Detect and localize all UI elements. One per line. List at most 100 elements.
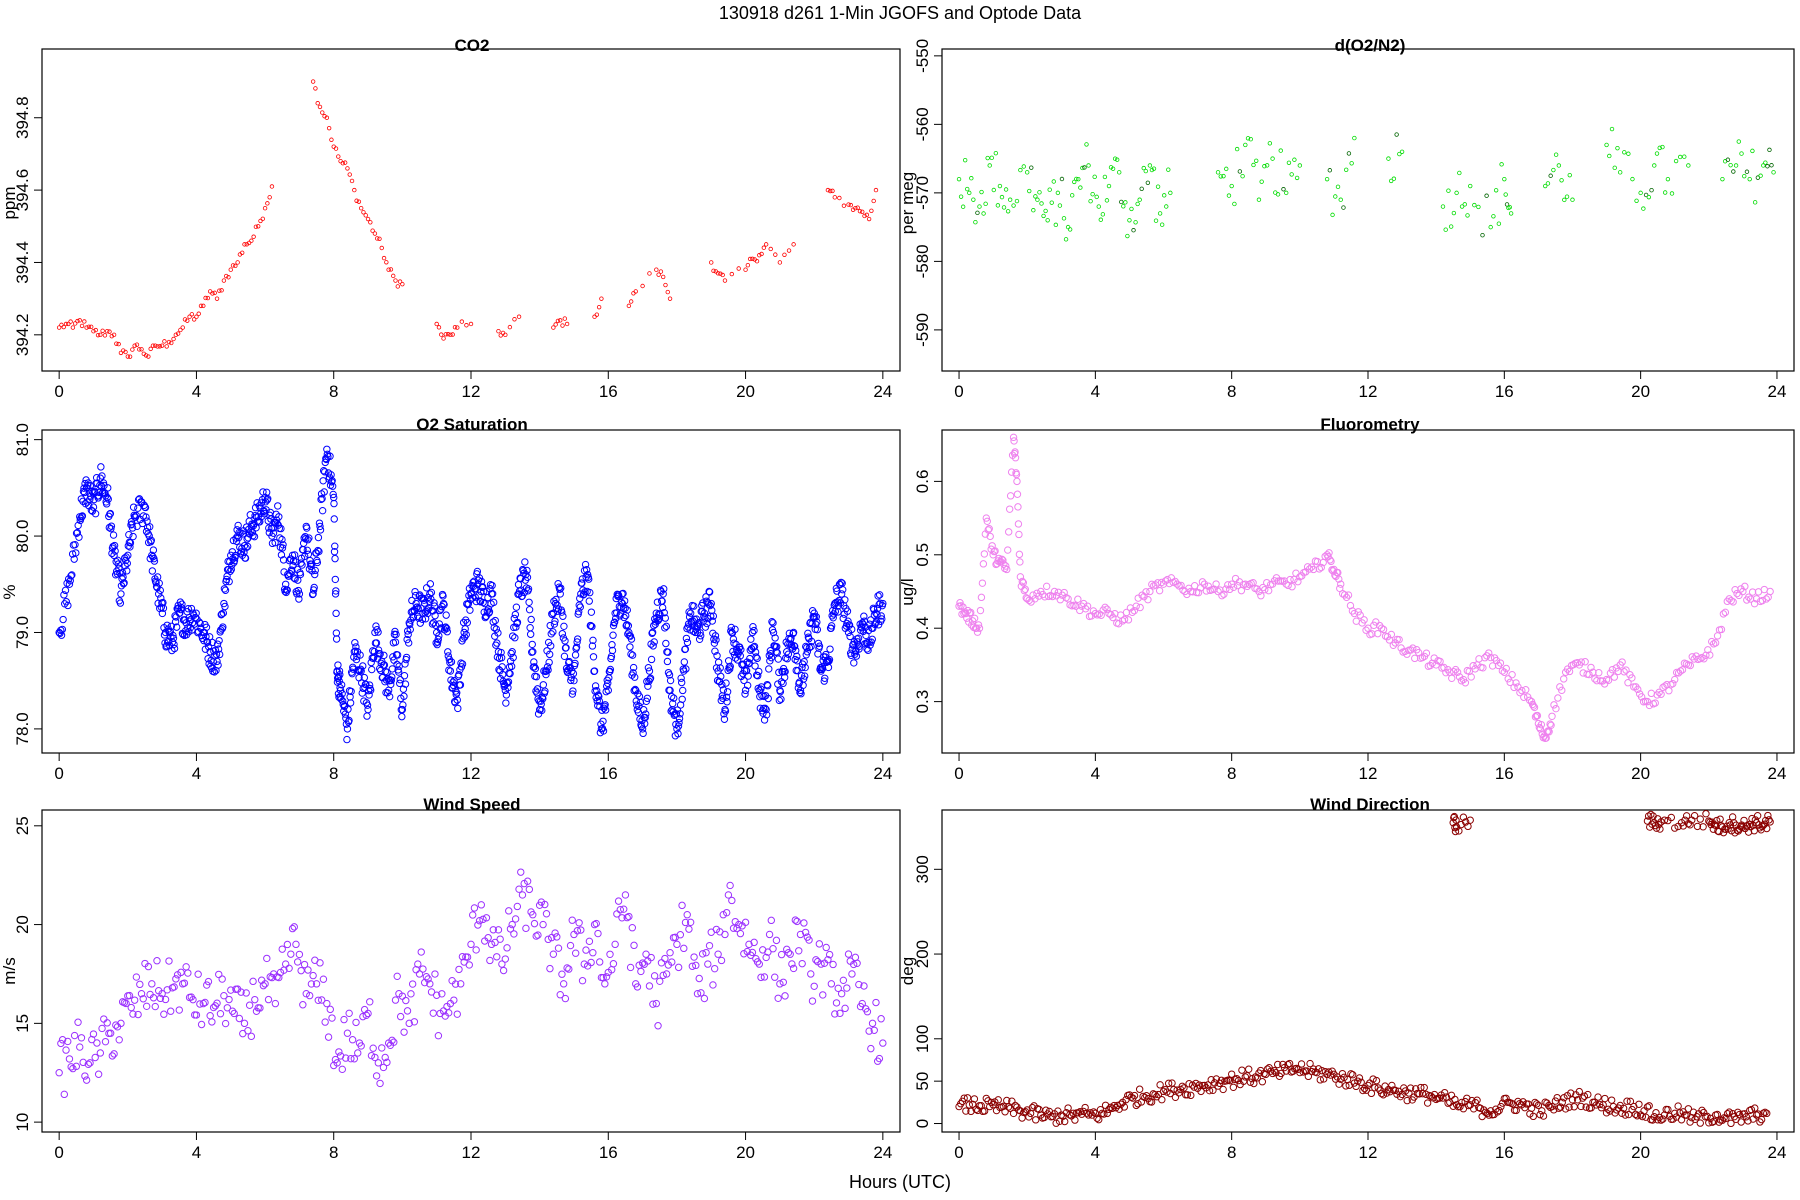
data-point <box>1459 204 1465 209</box>
data-point <box>371 1053 379 1062</box>
data-point <box>165 957 173 965</box>
data-point <box>153 343 158 348</box>
data-point <box>191 317 197 322</box>
data-point <box>1587 663 1595 672</box>
data-point <box>1752 200 1758 205</box>
data-point <box>497 648 505 657</box>
data-point <box>561 637 569 645</box>
data-point <box>1403 1096 1411 1105</box>
data-point <box>1200 580 1209 588</box>
data-point <box>667 296 673 301</box>
data-point <box>781 667 789 676</box>
data-point <box>227 986 235 994</box>
data-point <box>390 1038 398 1046</box>
data-point <box>726 665 734 673</box>
data-point <box>1671 675 1679 684</box>
data-point <box>1449 668 1458 676</box>
data-point <box>1440 204 1446 209</box>
data-point <box>776 980 784 988</box>
data-point <box>1294 577 1302 586</box>
data-point <box>1123 200 1128 205</box>
data-point <box>230 263 236 268</box>
data-point <box>1607 1096 1616 1104</box>
data-point <box>265 201 270 206</box>
data-point <box>176 598 185 606</box>
data-point <box>335 667 344 675</box>
data-point <box>1581 658 1589 666</box>
data-point <box>854 634 863 642</box>
data-point <box>977 593 986 602</box>
data-point <box>1143 168 1148 174</box>
data-point <box>1479 664 1487 672</box>
data-point <box>1069 1109 1077 1118</box>
data-point <box>130 347 135 352</box>
data-point <box>1080 165 1085 171</box>
data-point <box>331 575 340 584</box>
data-point <box>719 686 728 694</box>
data-point <box>1164 1079 1173 1088</box>
data-point <box>1536 725 1545 733</box>
data-point <box>101 1037 110 1046</box>
data-point <box>402 653 411 662</box>
data-point <box>1057 203 1063 208</box>
data-point <box>264 995 273 1004</box>
data-point <box>798 959 806 968</box>
data-point <box>105 329 110 334</box>
data-point <box>1741 582 1749 591</box>
data-point <box>1041 213 1046 219</box>
data-point <box>1686 821 1694 829</box>
data-point <box>72 321 78 326</box>
data-point <box>126 543 134 551</box>
data-point <box>1760 585 1769 594</box>
data-point <box>678 901 686 910</box>
y-tick-label: -570 <box>913 176 932 210</box>
data-point <box>132 511 140 520</box>
data-point <box>157 344 163 349</box>
data-point <box>431 970 439 978</box>
data-point <box>94 1070 103 1078</box>
data-point <box>1764 593 1772 601</box>
panel-ylabel: m/s <box>0 957 19 984</box>
data-point <box>836 1009 844 1018</box>
data-point <box>1074 1109 1083 1117</box>
data-point <box>491 938 499 947</box>
data-point <box>722 679 730 687</box>
data-point <box>1240 173 1245 179</box>
y-tick-label: 394.4 <box>13 241 32 284</box>
data-point <box>1015 530 1023 539</box>
data-point <box>310 79 316 84</box>
y-tick-label: 79.0 <box>13 616 32 649</box>
data-point <box>239 250 245 255</box>
data-point <box>139 347 144 352</box>
data-point <box>1372 1076 1381 1085</box>
data-point <box>504 678 513 686</box>
data-point <box>1042 1106 1050 1114</box>
data-point <box>436 325 442 330</box>
data-point <box>656 977 664 985</box>
data-point <box>773 252 778 257</box>
data-point <box>1284 190 1289 196</box>
data-point <box>807 970 815 978</box>
data-point <box>182 963 190 971</box>
data-point <box>845 621 854 629</box>
data-point <box>342 160 348 165</box>
data-point <box>228 1007 237 1015</box>
data-point <box>714 950 722 958</box>
data-point <box>78 512 87 520</box>
data-point <box>1039 201 1044 206</box>
data-point <box>759 709 767 717</box>
data-point <box>237 988 245 996</box>
data-point <box>573 635 582 643</box>
data-point <box>807 637 816 646</box>
data-point <box>406 625 414 634</box>
data-point <box>1330 212 1335 218</box>
data-point <box>169 340 174 346</box>
data-point <box>1761 1108 1769 1117</box>
data-point <box>216 1009 225 1018</box>
data-point <box>449 678 457 686</box>
data-point <box>1171 1093 1180 1101</box>
data-point <box>1771 170 1776 175</box>
data-point <box>328 482 337 490</box>
data-point <box>67 1063 75 1071</box>
data-point <box>123 567 131 575</box>
